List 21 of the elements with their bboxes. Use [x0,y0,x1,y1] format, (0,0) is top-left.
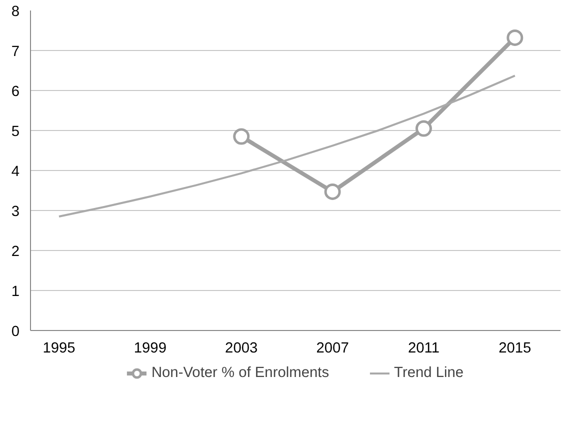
x-tick-label: 2015 [498,340,532,356]
x-tick-label: 2003 [225,340,258,356]
y-tick-label: 4 [11,164,20,180]
y-tick-label: 1 [11,284,20,300]
x-tick-label: 1995 [42,340,76,356]
point [324,183,341,200]
x-tick-label: 1999 [134,340,166,356]
legend-label: Non-Voter % of Enrolments [151,365,330,381]
x-tick-label: 2007 [316,340,349,356]
y-tick-label: 7 [11,44,20,60]
y-tick-label: 3 [11,204,20,220]
y-tick-label: 5 [11,124,20,140]
x-tick-label: 2011 [408,340,440,356]
legend-label: Trend Line [394,365,464,381]
point [506,29,524,46]
point [233,128,250,145]
point [415,120,432,137]
y-tick-label: 6 [11,84,20,100]
y-tick-label: 8 [11,4,20,20]
y-tick-label: 0 [11,324,20,340]
y-tick-label: 2 [11,244,20,260]
